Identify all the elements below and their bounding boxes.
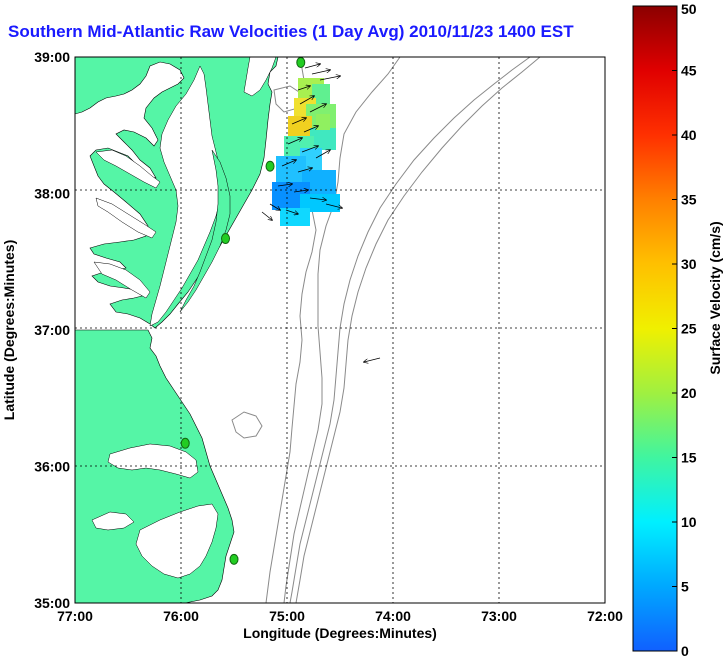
colorbar-tick-label: 35: [681, 192, 697, 208]
colorbar-tick-label: 30: [681, 256, 697, 272]
colorbar-label: Surface Velocity (cm/s): [707, 221, 723, 374]
colorbar-tick-label: 10: [681, 514, 697, 530]
water-potomac: [95, 149, 161, 189]
map-title: Southern Mid-Atlantic Raw Velocities (1 …: [8, 22, 574, 41]
water-rappahannock: [95, 197, 157, 239]
water-albemarle-sound: [107, 443, 199, 479]
velocity-arrows: [261, 64, 381, 362]
isobath-mid: [283, 57, 401, 603]
colorbar-tick-label: 25: [681, 321, 697, 337]
water-delaware-bay: [243, 57, 277, 97]
y-tick-label: 38:00: [34, 186, 70, 202]
x-tick-label: 77:00: [57, 608, 93, 624]
isobath-shelf-loop: [231, 411, 263, 439]
colorbar-tick-label: 40: [681, 127, 697, 143]
colorbar-tick-label: 50: [681, 1, 697, 17]
radar-station-marker: [265, 160, 275, 172]
colorbar-tick-label: 15: [681, 450, 697, 466]
water-river-south: [91, 511, 135, 531]
x-axis-ticks: 77:00 76:00 75:00 74:00 73:00 72:00: [57, 608, 623, 624]
y-tick-label: 36:00: [34, 459, 70, 475]
y-tick-label: 39:00: [34, 49, 70, 65]
radar-station-marker: [229, 553, 239, 565]
x-tick-label: 74:00: [375, 608, 411, 624]
colorbar: [632, 5, 678, 652]
x-tick-label: 73:00: [481, 608, 517, 624]
colorbar-ticks: 0 5 10 15 20 25 30 35 40 45 50: [672, 1, 697, 659]
y-tick-label: 37:00: [34, 322, 70, 338]
colorbar-tick-label: 5: [681, 579, 689, 595]
land-eastern-shore: [179, 149, 231, 313]
isobath-outer-1: [289, 57, 531, 603]
plot-frame: [74, 56, 606, 604]
radar-station-marker: [296, 56, 306, 68]
colorbar-tick-label: 45: [681, 63, 697, 79]
water-james: [93, 261, 151, 299]
isobath-outer-2: [295, 57, 541, 603]
y-axis-label: Latitude (Degrees:Minutes): [1, 240, 17, 420]
water-pamlico-sound: [135, 503, 219, 579]
colorbar-tick-label: 0: [681, 643, 689, 659]
radar-station-marker: [180, 437, 190, 449]
x-axis-label: Longitude (Degrees:Minutes): [243, 625, 437, 641]
velocity-field: [272, 78, 340, 226]
x-tick-label: 72:00: [587, 608, 623, 624]
water-chesapeake-bay: [149, 65, 223, 327]
colorbar-tick-label: 20: [681, 385, 697, 401]
y-tick-label: 35:00: [34, 595, 70, 611]
x-tick-label: 75:00: [269, 608, 305, 624]
y-axis-ticks: 39:00 38:00 37:00 36:00 35:00: [34, 49, 70, 611]
grid: [75, 57, 605, 603]
radar-station-marker: [221, 233, 231, 245]
x-tick-label: 76:00: [163, 608, 199, 624]
radar-stations: [180, 56, 306, 565]
